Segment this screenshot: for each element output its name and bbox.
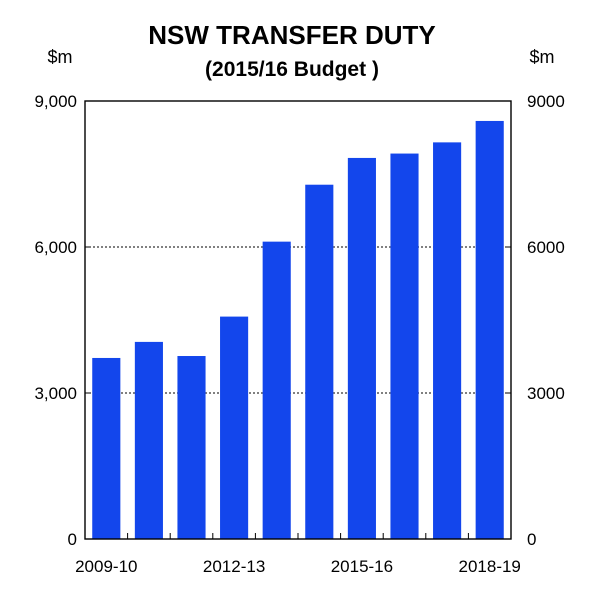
- ytick-label-right-2: 6000: [527, 238, 565, 257]
- bar-2011-12: [177, 356, 206, 539]
- bar-2017-18: [433, 142, 462, 539]
- bar-2015-16: [347, 157, 376, 539]
- chart-title: NSW TRANSFER DUTY: [148, 20, 435, 50]
- ytick-label-left-2: 6,000: [34, 238, 77, 257]
- bar-2016-17: [390, 153, 419, 539]
- ytick-label-right-3: 9000: [527, 92, 565, 111]
- xtick-label-2012-13: 2012-13: [203, 557, 265, 576]
- xtick-label-2015-16: 2015-16: [331, 557, 393, 576]
- ytick-label-left-3: 9,000: [34, 92, 77, 111]
- bar-2010-11: [134, 341, 163, 539]
- bar-2009-10: [92, 357, 121, 539]
- y-axis-unit-right: $m: [529, 47, 554, 67]
- xtick-label-2009-10: 2009-10: [75, 557, 137, 576]
- grid-lines: [85, 246, 511, 394]
- ytick-label-right-0: 0: [527, 530, 536, 549]
- ytick-label-left-0: 0: [68, 530, 77, 549]
- ytick-label-right-1: 3000: [527, 384, 565, 403]
- y-axis-unit-left: $m: [47, 47, 72, 67]
- bars: [92, 120, 504, 539]
- chart-subtitle: (2015/16 Budget ): [205, 58, 379, 81]
- axis-ticks: 0 0 3,000 3000 6,000 6000 9,000 9000 2009-10 2012…: [34, 92, 564, 576]
- bar-2014-15: [305, 184, 334, 539]
- bar-2013-14: [262, 241, 291, 539]
- bar-2018-19: [475, 120, 504, 539]
- xtick-label-2018-19: 2018-19: [459, 557, 521, 576]
- bar-2012-13: [220, 316, 249, 539]
- ytick-label-left-1: 3,000: [34, 384, 77, 403]
